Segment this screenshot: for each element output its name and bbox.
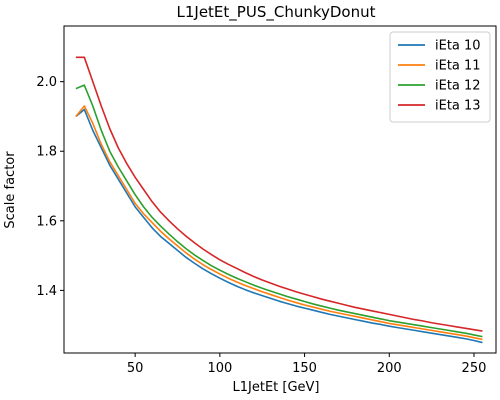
x-axis-label: L1JetEt [GeV] <box>233 380 320 395</box>
legend-box <box>389 31 491 123</box>
legend-label: iEta 10 <box>435 39 481 54</box>
legend-label: iEta 12 <box>435 79 481 94</box>
x-axis: 50 100 150 200 250 <box>127 353 487 376</box>
plot-area <box>75 56 483 344</box>
legend: iEta 10 iEta 11 iEta 12 iEta 13 <box>389 31 491 123</box>
series-line-1 <box>75 108 483 344</box>
y-tick-label: 1.8 <box>36 145 57 160</box>
x-tick-label: 200 <box>377 361 402 376</box>
y-axis: 1.4 1.6 1.8 2.0 <box>36 75 64 299</box>
legend-label: iEta 11 <box>435 59 481 74</box>
series-line-4 <box>75 56 483 332</box>
x-tick-label: 100 <box>207 361 232 376</box>
x-tick-label: 50 <box>127 361 144 376</box>
y-axis-label: Scale factor <box>3 151 18 229</box>
plot-frame <box>63 25 497 354</box>
y-tick-label: 1.6 <box>36 214 57 229</box>
x-tick-label: 250 <box>462 361 487 376</box>
chart-title: L1JetEt_PUS_ChunkyDonut <box>177 3 376 22</box>
series-line-3 <box>75 84 483 338</box>
x-tick-label: 150 <box>292 361 317 376</box>
y-tick-label: 2.0 <box>36 75 57 90</box>
series-line-2 <box>75 105 483 341</box>
legend-label: iEta 13 <box>435 99 481 114</box>
y-tick-label: 1.4 <box>36 284 57 299</box>
